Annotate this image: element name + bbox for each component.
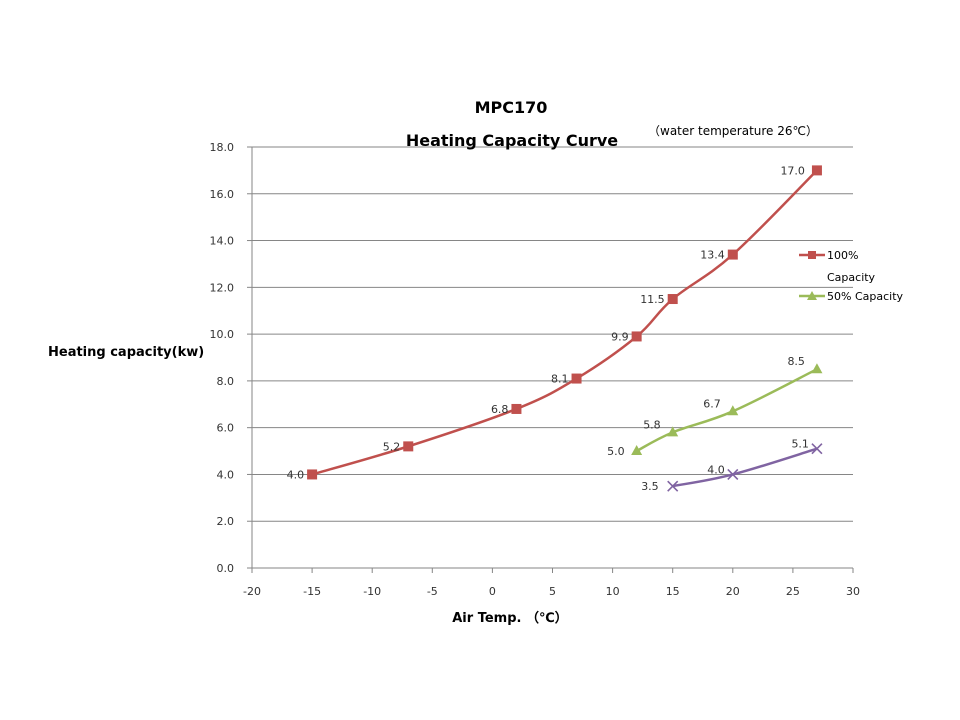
data-point-marker xyxy=(631,331,642,342)
legend-marker-50 xyxy=(807,291,817,300)
x-tick-label: 15 xyxy=(666,585,680,598)
data-label: 4.0 xyxy=(287,468,305,481)
data-label: 4.0 xyxy=(707,463,725,476)
legend-label-100: 100% Capacity xyxy=(827,249,876,284)
legend-label-100-line2: Capacity xyxy=(827,271,876,284)
data-point-marker xyxy=(667,480,679,492)
data-label: 6.8 xyxy=(491,403,509,416)
y-tick-label: 8.0 xyxy=(217,375,235,388)
data-label: 5.0 xyxy=(607,445,625,458)
chart-title: MPC170 xyxy=(475,98,548,117)
data-point-marker xyxy=(727,405,739,416)
x-tick-label: -10 xyxy=(363,585,381,598)
y-tick-label: 12.0 xyxy=(210,281,235,294)
x-tick-label: 20 xyxy=(726,585,740,598)
x-tick-label: 25 xyxy=(786,585,800,598)
data-point-marker xyxy=(727,468,739,481)
legend-marker-100 xyxy=(808,251,816,259)
y-tick-label: 4.0 xyxy=(217,468,235,481)
series-line-2 xyxy=(672,447,818,488)
data-label: 9.9 xyxy=(611,330,629,343)
x-tick-label: -15 xyxy=(303,585,321,598)
x-tick-label: -5 xyxy=(427,585,438,598)
series-line-1 xyxy=(636,368,818,453)
x-tick-label: 5 xyxy=(549,585,556,598)
chart-annotation: （water temperature 26℃） xyxy=(648,124,818,138)
axes: 0.0 2.0 4.0 6.0 8.0 10.0 12.0 14.0 16.0 18.0 -20 -1… xyxy=(210,141,861,598)
data-point-marker xyxy=(631,445,643,456)
data-point-marker xyxy=(403,441,414,452)
legend-label-50: 50% Capacity xyxy=(827,290,904,303)
data-label: 11.5 xyxy=(640,293,665,306)
y-tick-label: 0.0 xyxy=(217,562,235,575)
data-point-marker xyxy=(667,294,678,305)
chart-subtitle: Heating Capacity Curve xyxy=(406,131,618,150)
grid-lines xyxy=(252,146,853,522)
legend-item-50: 50% Capacity xyxy=(799,290,904,303)
data-point-marker xyxy=(811,165,822,176)
y-tick-label: 14.0 xyxy=(210,235,235,248)
x-tick-label: 10 xyxy=(606,585,620,598)
y-tick-label: 2.0 xyxy=(217,515,235,528)
data-point-marker xyxy=(811,363,823,374)
data-label: 3.5 xyxy=(641,480,659,493)
data-labels: 4.0 5.2 6.8 8.1 9.9 11.5 13.4 17.0 5.0 5.8 6.7 8.5 3… xyxy=(287,164,809,493)
x-tick-label: 0 xyxy=(489,585,496,598)
y-tick-label: 6.0 xyxy=(217,422,235,435)
data-point-marker xyxy=(571,373,582,384)
x-tick-label: 30 xyxy=(846,585,860,598)
data-label: 5.8 xyxy=(643,418,661,431)
data-label: 5.1 xyxy=(791,438,809,451)
legend-item-100: 100% Capacity xyxy=(799,249,876,284)
data-label: 17.0 xyxy=(780,164,805,177)
legend: 100% Capacity 50% Capacity xyxy=(799,249,904,303)
series-layer xyxy=(307,165,823,492)
y-tick-label: 16.0 xyxy=(210,188,235,201)
legend-label-100-line1: 100% xyxy=(827,249,858,262)
data-point-marker xyxy=(727,249,738,260)
y-tick-label: 18.0 xyxy=(210,141,235,154)
data-point-marker xyxy=(307,469,318,480)
data-label: 8.1 xyxy=(551,373,569,386)
x-axis-title: Air Temp. （℃） xyxy=(452,610,567,626)
y-tick-label: 10.0 xyxy=(210,328,235,341)
y-axis-title: Heating capacity(kw) xyxy=(48,345,204,360)
data-label: 6.7 xyxy=(703,397,721,410)
data-point-marker xyxy=(811,443,823,455)
x-tick-label: -20 xyxy=(243,585,261,598)
data-label: 8.5 xyxy=(787,355,805,368)
data-point-marker xyxy=(667,426,679,437)
data-label: 13.4 xyxy=(700,249,725,262)
data-label: 5.2 xyxy=(383,440,401,453)
series-line-0 xyxy=(311,169,818,476)
data-point-marker xyxy=(511,403,522,414)
